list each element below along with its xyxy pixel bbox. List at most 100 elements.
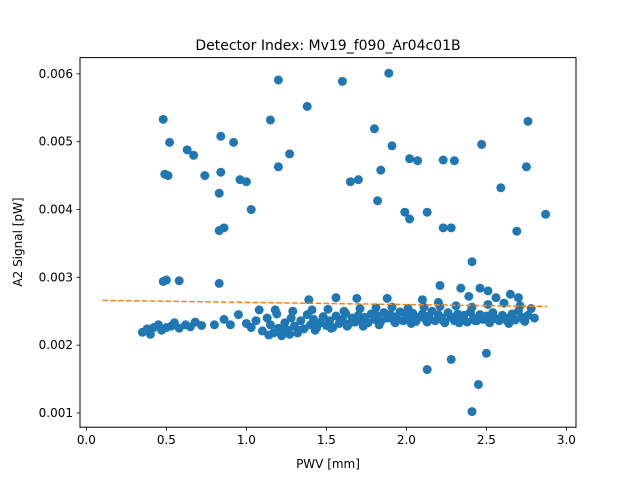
data-point xyxy=(413,156,423,166)
data-point xyxy=(310,325,320,335)
data-point xyxy=(475,283,485,293)
x-tick-label: 2.5 xyxy=(477,433,496,447)
points-layer xyxy=(137,68,551,417)
data-point xyxy=(387,141,397,151)
y-tick-label: 0.003 xyxy=(39,270,73,284)
data-point xyxy=(288,306,298,316)
data-point xyxy=(451,301,461,311)
data-point xyxy=(273,75,283,85)
data-point xyxy=(145,329,155,339)
data-point xyxy=(273,162,283,172)
data-point xyxy=(473,379,483,389)
data-point xyxy=(216,131,226,141)
data-point xyxy=(454,318,464,328)
plot-frame xyxy=(79,57,577,428)
data-point xyxy=(449,156,459,166)
data-point xyxy=(277,325,287,335)
data-point xyxy=(304,295,314,305)
data-point xyxy=(337,76,347,86)
y-axis: 0.001 0.002 0.003 0.004 0.005 0.006 xyxy=(39,67,80,420)
data-point xyxy=(262,313,272,323)
data-point xyxy=(342,321,352,331)
data-point xyxy=(382,293,392,303)
data-point xyxy=(318,312,328,322)
data-point xyxy=(502,316,512,326)
data-point xyxy=(225,320,235,330)
data-point xyxy=(467,302,477,312)
data-point xyxy=(209,320,219,330)
data-point xyxy=(515,301,525,311)
data-point xyxy=(345,177,355,187)
data-point xyxy=(219,223,229,233)
data-point xyxy=(331,293,341,303)
data-point xyxy=(512,226,522,236)
data-point xyxy=(307,305,317,315)
data-point xyxy=(541,209,551,219)
data-point xyxy=(325,316,335,326)
data-point xyxy=(285,149,295,159)
data-point xyxy=(505,289,515,299)
x-tick-label: 1.5 xyxy=(317,433,336,447)
data-point xyxy=(405,214,415,224)
data-point xyxy=(405,154,415,164)
data-point xyxy=(496,183,506,193)
y-tick-label: 0.005 xyxy=(39,135,73,149)
chart-title: Detector Index: Mv19_f090_Ar04c01B xyxy=(195,38,460,54)
data-point xyxy=(352,293,362,303)
data-point xyxy=(435,301,445,311)
y-tick-label: 0.002 xyxy=(39,338,73,352)
data-point xyxy=(233,310,243,320)
data-point xyxy=(270,305,280,315)
data-point xyxy=(182,145,192,155)
data-point xyxy=(467,407,477,417)
data-point xyxy=(326,323,336,333)
data-point xyxy=(294,325,304,335)
data-point xyxy=(246,323,256,333)
y-axis-label: A2 Signal [pW] xyxy=(11,197,25,286)
data-point xyxy=(174,276,184,286)
data-point xyxy=(491,293,501,303)
data-point xyxy=(435,280,445,290)
data-point xyxy=(481,348,491,358)
data-point xyxy=(189,150,199,160)
data-point xyxy=(163,171,173,181)
data-point xyxy=(216,167,226,177)
data-point xyxy=(353,175,363,185)
data-point xyxy=(521,162,531,172)
data-point xyxy=(280,318,290,328)
x-tick-label: 3.0 xyxy=(557,433,576,447)
data-point xyxy=(285,329,295,339)
data-point xyxy=(518,314,528,324)
data-point xyxy=(286,313,296,323)
data-point xyxy=(296,316,306,326)
data-point xyxy=(464,291,474,301)
data-point xyxy=(523,116,533,126)
data-point xyxy=(214,188,224,198)
y-tick-label: 0.001 xyxy=(39,406,73,420)
fit-layer xyxy=(102,299,548,308)
data-point xyxy=(339,306,349,316)
data-point xyxy=(254,305,264,315)
x-axis: 0.0 0.5 1.0 1.5 2.0 2.5 3.0 xyxy=(77,427,576,447)
data-point xyxy=(219,314,229,324)
data-point xyxy=(200,171,210,181)
data-point xyxy=(165,137,175,147)
data-point xyxy=(470,316,480,326)
data-point xyxy=(467,257,477,267)
data-point xyxy=(422,317,432,327)
data-point xyxy=(390,318,400,328)
y-tick-label: 0.004 xyxy=(39,203,73,217)
data-point xyxy=(422,207,432,217)
data-point xyxy=(264,330,274,340)
data-point xyxy=(446,354,456,364)
data-point xyxy=(477,139,487,149)
data-point xyxy=(371,303,381,313)
data-point xyxy=(229,137,239,147)
data-point xyxy=(462,317,472,327)
x-tick-label: 0.5 xyxy=(157,433,176,447)
data-point xyxy=(197,320,207,330)
data-point xyxy=(376,165,386,175)
data-point xyxy=(438,155,448,165)
data-point xyxy=(456,283,466,293)
